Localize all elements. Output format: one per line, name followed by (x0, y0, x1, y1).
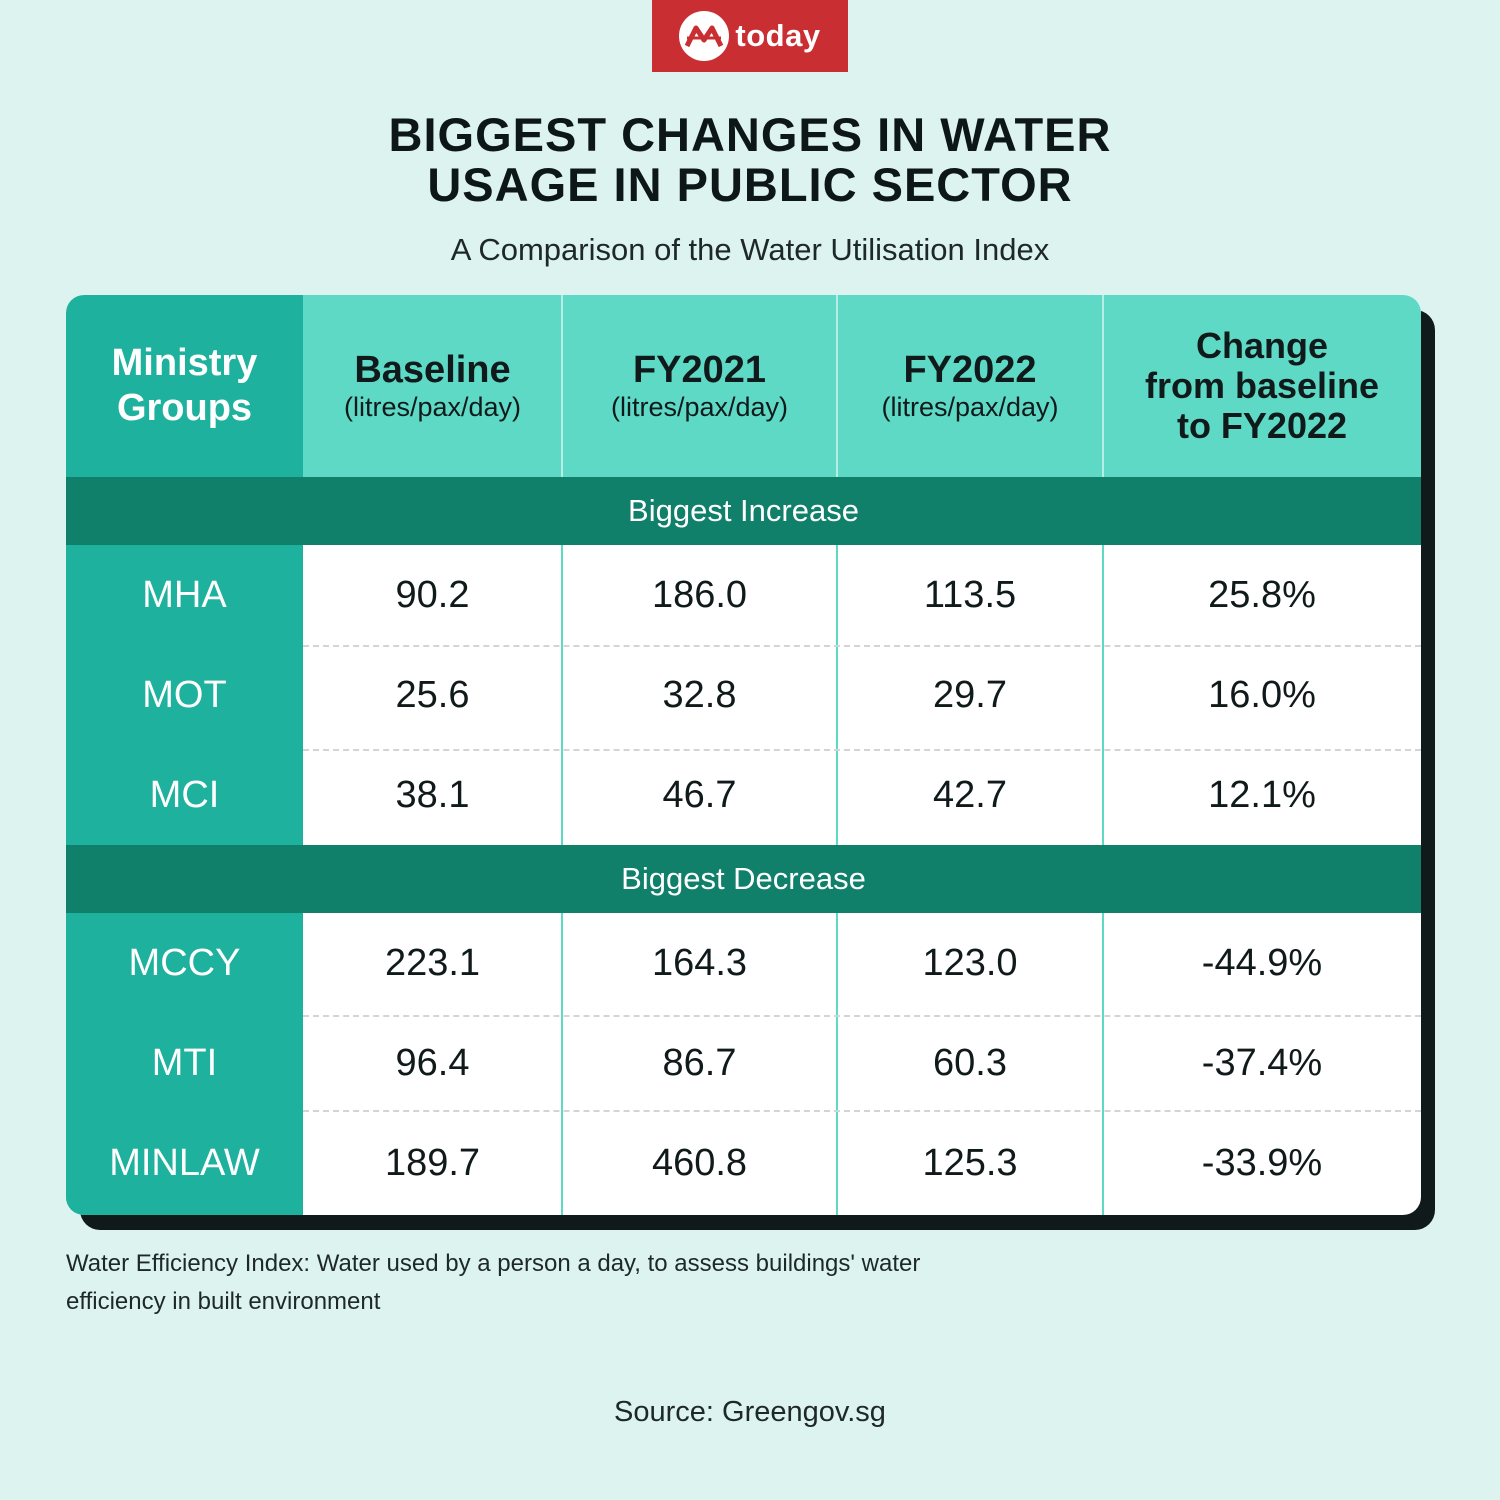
column-divider-2a (836, 545, 838, 845)
header-change-line-2: from baseline (1144, 365, 1380, 406)
cell-mha-change: 25.8% (1208, 573, 1316, 616)
cell-mci-baseline: 38.1 (395, 773, 470, 816)
cell-mccy-change: -44.9% (1201, 941, 1323, 984)
column-divider-3b (1102, 913, 1104, 1215)
cell-mti-baseline: 96.4 (395, 1041, 470, 1084)
column-divider-1b (561, 913, 563, 1215)
section-biggest-increase: Biggest Increase (66, 477, 1421, 545)
row-label-mci: MCI (66, 745, 303, 845)
cell-mha-baseline: 90.2 (395, 573, 470, 616)
page-title: BIGGEST CHANGES IN WATER USAGE IN PUBLIC… (0, 110, 1500, 210)
cell-mti-fy2022: 60.3 (933, 1041, 1007, 1084)
brand-logo: today (652, 0, 848, 72)
header-fy2022-unit: (litres/pax/day) (881, 392, 1059, 422)
header-ministry-groups: Ministry Groups (66, 295, 303, 477)
cell-minlaw-baseline: 189.7 (384, 1141, 481, 1184)
row-separator-4 (303, 1110, 1421, 1112)
header-fy2022-label: FY2022 (903, 349, 1037, 391)
header-divider-2 (836, 295, 838, 477)
header-baseline: Baseline (litres/pax/day) (303, 295, 562, 477)
row-label-mot: MOT (66, 645, 303, 745)
source-credit: Source: Greengov.sg (614, 1396, 886, 1428)
header-fy2021: FY2021 (litres/pax/day) (562, 295, 837, 477)
row-label-mha: MHA (66, 545, 303, 645)
cell-mot-baseline: 25.6 (395, 673, 470, 716)
header-baseline-label: Baseline (354, 349, 511, 391)
header-fy2022: FY2022 (litres/pax/day) (837, 295, 1103, 477)
header-group-line-1: Ministry (111, 342, 258, 384)
header-change-line-3: to FY2022 (1176, 405, 1348, 446)
row-label-mccy: MCCY (66, 913, 303, 1013)
data-table: Ministry Groups Baseline (litres/pax/day… (66, 295, 1421, 1215)
header-divider-1 (561, 295, 563, 477)
footnote-line-1: Water Efficiency Index: Water used by a … (66, 1250, 921, 1277)
section-biggest-decrease: Biggest Decrease (66, 845, 1421, 913)
header-fy2021-label: FY2021 (632, 349, 767, 391)
cell-mot-change: 16.0% (1208, 673, 1316, 716)
row-label-mti: MTI (66, 1013, 303, 1113)
cell-mccy-baseline: 223.1 (384, 941, 481, 984)
cell-mha-fy2021: 186.0 (651, 573, 748, 616)
cell-mci-change: 12.1% (1208, 773, 1316, 816)
header-baseline-unit: (litres/pax/day) (343, 392, 522, 422)
footnote-line-2: efficiency in built environment (66, 1288, 381, 1315)
row-separator-3 (303, 1015, 1421, 1017)
footnote: Water Efficiency Index: Water used by a … (66, 1245, 1066, 1321)
cell-mccy-fy2021: 164.3 (651, 941, 748, 984)
brand-name: today (735, 18, 821, 53)
cell-mccy-fy2022: 123.0 (922, 941, 1018, 984)
brand-mark-icon (679, 11, 730, 61)
cell-minlaw-fy2022: 125.3 (922, 1141, 1018, 1184)
header-fy2021-unit: (litres/pax/day) (610, 392, 789, 422)
title-line-2: USAGE IN PUBLIC SECTOR (427, 158, 1073, 211)
cell-mci-fy2021: 46.7 (662, 773, 737, 816)
header-change: Change from baseline to FY2022 (1103, 295, 1421, 477)
cell-minlaw-change: -33.9% (1201, 1141, 1323, 1184)
header-group-line-2: Groups (116, 387, 253, 429)
cell-mot-fy2021: 32.8 (662, 673, 737, 716)
column-divider-1a (561, 545, 563, 845)
column-divider-2b (836, 913, 838, 1215)
row-separator-1 (303, 645, 1421, 647)
header-change-line-1: Change (1195, 325, 1328, 366)
header-divider-3 (1102, 295, 1104, 477)
cell-mha-fy2022: 113.5 (923, 573, 1017, 616)
cell-mci-fy2022: 42.7 (933, 773, 1007, 816)
page-subtitle: A Comparison of the Water Utilisation In… (450, 232, 1050, 267)
row-separator-2 (303, 749, 1421, 751)
row-label-minlaw: MINLAW (66, 1113, 303, 1213)
cell-minlaw-fy2021: 460.8 (651, 1141, 748, 1184)
cell-mti-change: -37.4% (1201, 1041, 1323, 1084)
title-line-1: BIGGEST CHANGES IN WATER (388, 108, 1112, 161)
cell-mot-fy2022: 29.7 (933, 673, 1007, 716)
column-divider-3a (1102, 545, 1104, 845)
cell-mti-fy2021: 86.7 (662, 1041, 737, 1084)
